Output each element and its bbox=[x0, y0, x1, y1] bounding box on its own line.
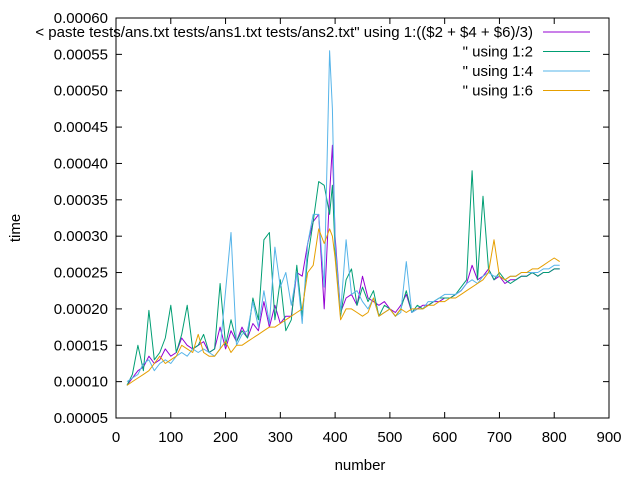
y-tick-label: 0.00050 bbox=[54, 83, 108, 100]
x-tick-label: 500 bbox=[377, 429, 402, 446]
x-tick-label: 300 bbox=[268, 429, 293, 446]
y-tick-label: 0.00040 bbox=[54, 155, 108, 172]
plot-frame bbox=[115, 17, 610, 419]
y-tick-label: 0.00025 bbox=[54, 265, 108, 282]
y-tick-label: 0.00020 bbox=[54, 301, 108, 318]
x-tick-label: 600 bbox=[432, 429, 457, 446]
x-tick-label: 0 bbox=[112, 429, 120, 446]
legend-label-3: " using 1:4 bbox=[463, 63, 533, 80]
x-tick-label: 100 bbox=[158, 429, 183, 446]
y-axis-label: time bbox=[7, 214, 24, 242]
x-axis: 0 100 200 300 400 500 600 700 800 900 bbox=[112, 18, 622, 446]
legend-label-2: " using 1:2 bbox=[463, 44, 533, 61]
y-tick-label: 0.00055 bbox=[54, 46, 108, 63]
series-line-4 bbox=[126, 228, 560, 386]
x-tick-label: 400 bbox=[323, 429, 348, 446]
x-axis-label: number bbox=[335, 457, 386, 474]
series-lines bbox=[126, 50, 560, 386]
legend: < paste tests/ans.txt tests/ans1.txt tes… bbox=[35, 24, 590, 100]
y-tick-label: 0.00030 bbox=[54, 228, 108, 245]
legend-label-1: < paste tests/ans.txt tests/ans1.txt tes… bbox=[35, 24, 533, 41]
y-tick-label: 0.00060 bbox=[54, 10, 108, 27]
x-tick-label: 700 bbox=[487, 429, 512, 446]
legend-label-4: " using 1:6 bbox=[463, 83, 533, 100]
y-tick-label: 0.00035 bbox=[54, 192, 108, 209]
x-tick-label: 200 bbox=[213, 429, 238, 446]
y-tick-label: 0.00045 bbox=[54, 119, 108, 136]
y-tick-label: 0.00015 bbox=[54, 337, 108, 354]
x-tick-label: 800 bbox=[542, 429, 567, 446]
y-tick-label: 0.00005 bbox=[54, 410, 108, 427]
y-axis: 0.00005 0.00010 0.00015 0.00020 0.00025 0.000… bbox=[54, 10, 609, 427]
series-line-3 bbox=[126, 50, 560, 383]
x-tick-label: 900 bbox=[596, 429, 621, 446]
y-tick-label: 0.00010 bbox=[54, 374, 108, 391]
